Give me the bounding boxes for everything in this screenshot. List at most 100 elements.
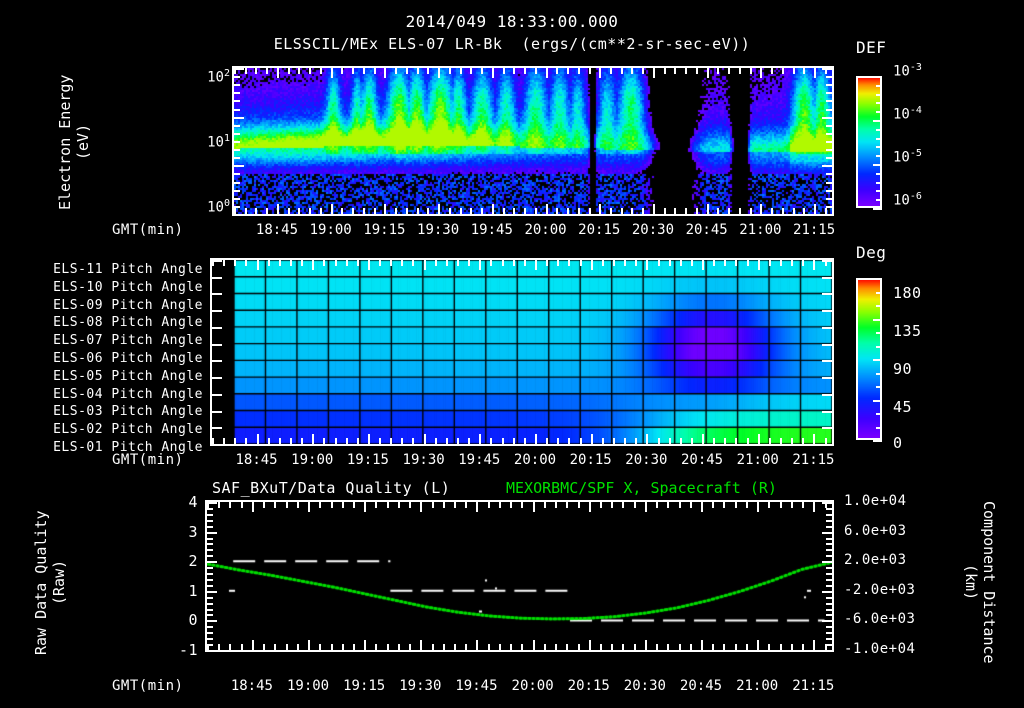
axis-tick [747, 438, 749, 444]
axis-tick [535, 68, 537, 74]
axis-tick [822, 532, 832, 534]
axis-tick [757, 640, 759, 650]
axis-tick [642, 68, 644, 74]
axis-tick [793, 208, 795, 214]
axis-tick [544, 502, 546, 508]
axis-tick [674, 68, 676, 74]
axis-tick [319, 644, 321, 650]
axis-tick [234, 190, 240, 192]
axis-tick [277, 204, 279, 214]
axis-tick [822, 214, 832, 216]
axis-tick [257, 434, 259, 444]
time-tick-label: 21:00 [736, 678, 779, 694]
axis-tick [252, 640, 254, 650]
quality-distance-panel[interactable] [205, 500, 834, 652]
axis-tick [412, 260, 414, 266]
axis-tick [771, 208, 773, 214]
deg-cb-label-135: 135 [893, 322, 922, 340]
axis-tick [212, 293, 222, 295]
axis-tick [634, 502, 636, 508]
axis-tick [826, 149, 832, 151]
axis-tick [395, 208, 397, 214]
time-tick-label: 21:00 [739, 222, 782, 238]
axis-tick [341, 208, 343, 214]
axis-tick [320, 208, 322, 214]
axis-tick [642, 208, 644, 214]
axis-tick [481, 68, 483, 74]
axis-tick [234, 133, 240, 135]
colorbar-tick [876, 182, 882, 184]
axis-tick [234, 206, 240, 208]
axis-tick [750, 208, 752, 214]
axis-tick [533, 640, 535, 650]
axis-tick [521, 644, 523, 650]
axis-tick [212, 310, 222, 312]
colorbar-tick [876, 94, 882, 96]
axis-tick [802, 438, 804, 444]
axis-tick [476, 640, 478, 650]
axis-tick [499, 644, 501, 650]
time-tick-label: 21:15 [792, 452, 835, 468]
axis-tick [234, 141, 240, 143]
axis-tick [600, 502, 602, 508]
colorbar-tick [876, 386, 882, 388]
axis-tick [207, 597, 213, 599]
colorbar-tick [876, 173, 882, 175]
axis-tick [535, 208, 537, 214]
axis-tick [750, 68, 752, 74]
axis-tick [409, 502, 411, 508]
axis-tick [207, 561, 217, 563]
bottom-left-ytick: 4 [188, 493, 198, 511]
spectrogram-canvas[interactable] [234, 68, 832, 214]
axis-tick [826, 638, 832, 640]
axis-tick [245, 208, 247, 214]
axis-tick [735, 644, 737, 650]
axis-tick [207, 644, 209, 650]
axis-tick [631, 68, 633, 74]
top-ytick-1e1: 101 [207, 133, 230, 151]
top-panel-ylabel: Electron Energy (eV) [56, 74, 92, 210]
axis-tick [234, 92, 240, 94]
axis-tick [622, 644, 624, 650]
axis-tick [707, 204, 709, 214]
axis-tick [557, 438, 559, 444]
axis-tick [758, 434, 760, 444]
axis-tick [395, 68, 397, 74]
axis-tick [690, 644, 692, 650]
axis-tick [207, 508, 213, 510]
axis-tick [780, 438, 782, 444]
axis-tick [691, 438, 693, 444]
bottom-title-right: MEXORBMC/SPF X, Spacecraft (R) [506, 479, 777, 497]
axis-tick [390, 260, 392, 266]
axis-tick [286, 644, 288, 650]
axis-tick [822, 650, 832, 652]
axis-tick [624, 260, 626, 266]
axis-tick [319, 502, 321, 508]
pitch-angle-row-label: ELS-07 Pitch Angle [53, 333, 203, 348]
time-tick-label: 20:45 [685, 222, 728, 238]
axis-tick [234, 173, 240, 175]
pitch-angle-panel[interactable] [210, 258, 834, 446]
axis-tick [288, 68, 290, 74]
axis-tick [341, 68, 343, 74]
quality-distance-canvas[interactable] [207, 502, 832, 650]
axis-tick [826, 157, 832, 159]
deg-colorbar-title: Deg [856, 243, 887, 262]
axis-tick [510, 644, 512, 650]
def-colorbar[interactable] [856, 76, 882, 208]
pitch-angle-canvas[interactable] [212, 260, 832, 444]
axis-tick [822, 310, 832, 312]
axis-tick [533, 502, 535, 512]
axis-tick [802, 502, 804, 508]
axis-tick [207, 532, 217, 534]
axis-tick [814, 68, 816, 78]
axis-tick [826, 579, 832, 581]
axis-tick [309, 68, 311, 74]
axis-tick [813, 260, 815, 270]
axis-tick [412, 438, 414, 444]
axis-tick [826, 597, 832, 599]
axis-tick [712, 644, 714, 650]
axis-tick [822, 117, 832, 119]
axis-tick [207, 573, 213, 575]
spectrogram-panel[interactable] [232, 66, 834, 216]
